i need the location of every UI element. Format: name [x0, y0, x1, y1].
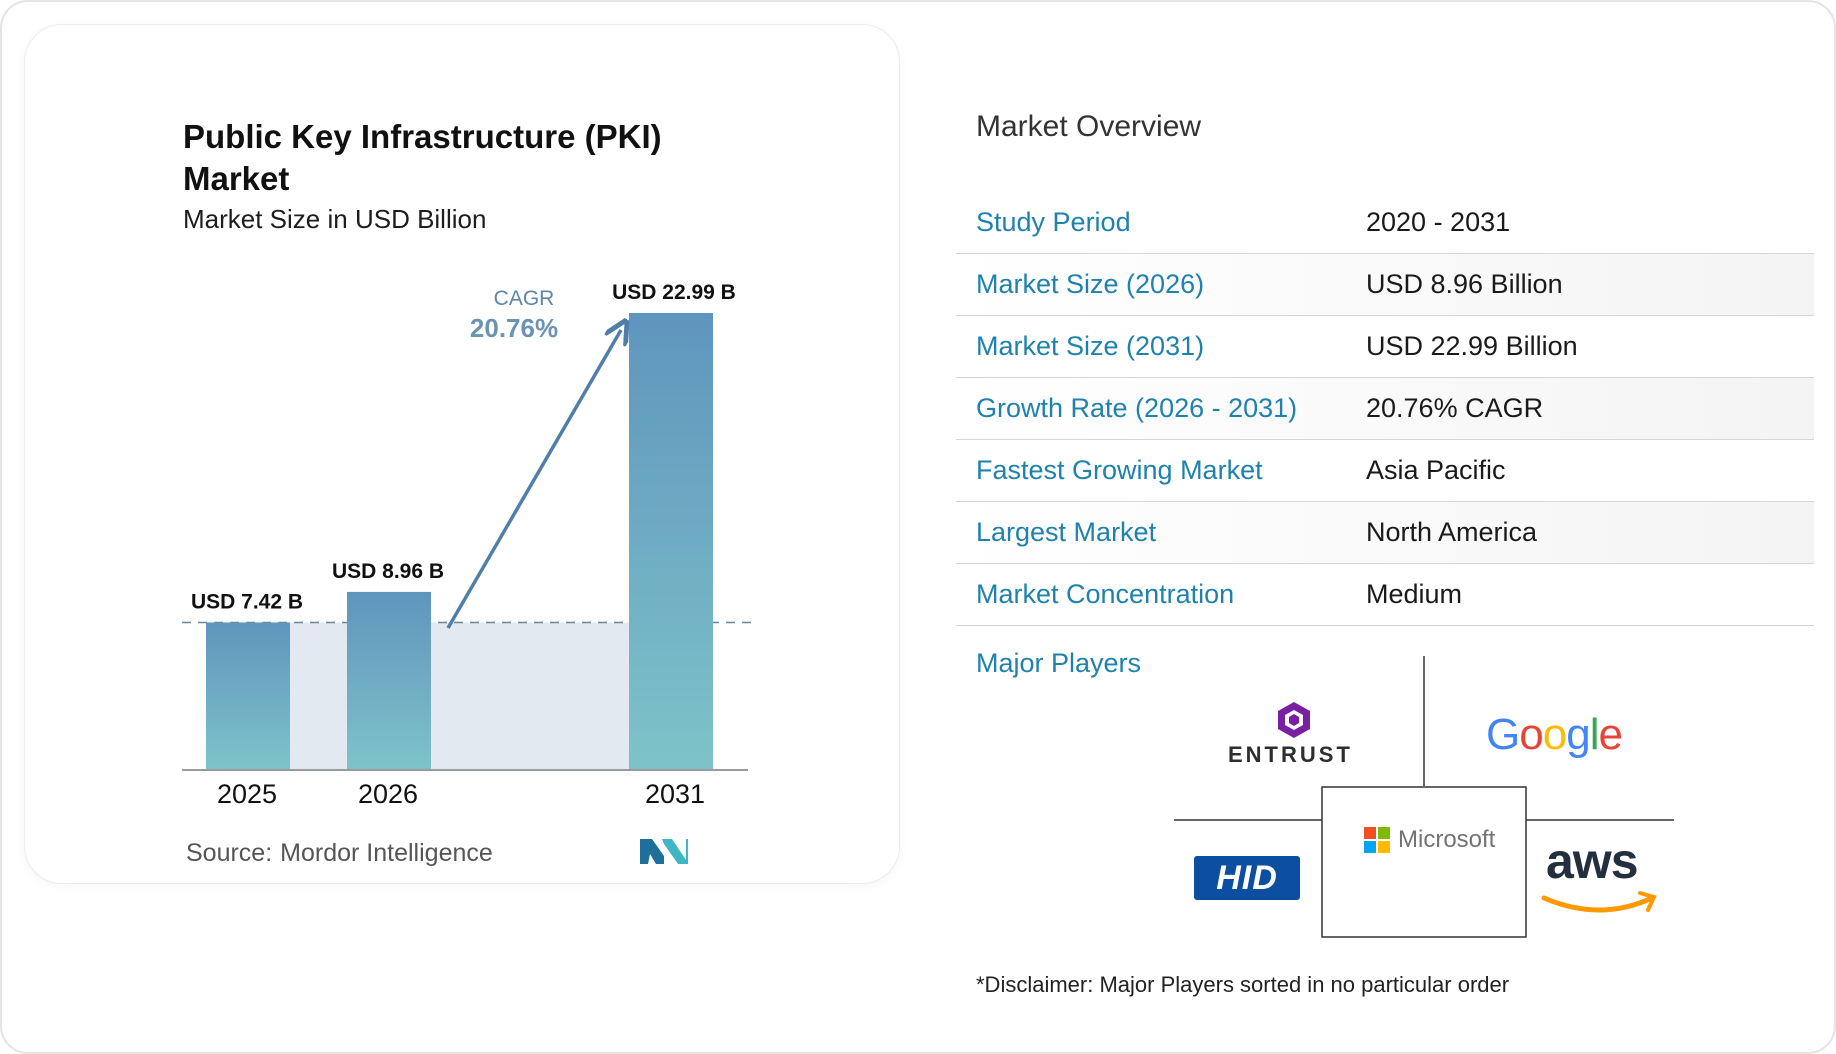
cagr-arrow	[446, 330, 621, 629]
overview-row-label: Market Size (2026)	[976, 269, 1205, 299]
overview-row-value: Medium	[1366, 579, 1463, 609]
disclaimer: *Disclaimer: Major Players sorted in no …	[976, 972, 1510, 997]
overview-row-value: 2020 - 2031	[1366, 207, 1511, 237]
google-logo-letter: g	[1566, 710, 1591, 759]
source-value: Mordor Intelligence	[280, 839, 493, 867]
overview-row: Market Concentration Medium	[956, 564, 1814, 626]
overview-row-label: Market Size (2031)	[976, 331, 1205, 361]
x-tick-2026: 2026	[358, 779, 418, 809]
microsoft-squares-icon	[1364, 827, 1390, 853]
major-players-label: Major Players	[976, 648, 1142, 678]
source-label: Source:	[186, 839, 273, 867]
overview-row-value: USD 22.99 Billion	[1366, 331, 1578, 361]
overview-row: Study Period 2020 - 2031	[956, 192, 1814, 254]
bar-chart: USD 7.42 B 2025 USD 8.96 B 2026 USD 22.99 B 2…	[182, 281, 752, 809]
x-tick-2031: 2031	[645, 779, 705, 809]
source-line: Source: Mordor Intelligence	[186, 839, 493, 868]
overview-row: Market Size (2031) USD 22.99 Billion	[956, 316, 1814, 378]
google-logo-letter: G	[1486, 710, 1520, 759]
overview-row: Growth Rate (2026 - 2031) 20.76% CAGR	[956, 378, 1814, 440]
bar-2026	[347, 591, 431, 770]
hid-logo: HID	[1194, 856, 1300, 900]
mordor-logo-icon	[640, 839, 688, 864]
overview-row-label: Fastest Growing Market	[976, 455, 1263, 485]
overview-table: Study Period 2020 - 2031 Market Size (2026…	[956, 192, 1814, 626]
google-logo: Google	[1486, 710, 1623, 760]
overview-row-label: Largest Market	[976, 517, 1157, 547]
microsoft-logo-text: Microsoft	[1398, 826, 1496, 853]
data-label-2031: USD 22.99 B	[612, 281, 736, 304]
overview-row: Fastest Growing Market Asia Pacific	[956, 440, 1814, 502]
overview-row: Market Size (2026) USD 8.96 Billion	[956, 254, 1814, 316]
data-label-2026: USD 8.96 B	[332, 560, 444, 583]
microsoft-logo: Microsoft	[1364, 826, 1495, 854]
entrust-logo: ENTRUST	[1228, 742, 1353, 767]
google-logo-letter: l	[1589, 710, 1600, 759]
overview-row-value: 20.76% CAGR	[1366, 393, 1544, 423]
overview-row-value: USD 8.96 Billion	[1366, 269, 1563, 299]
overview-row-value: North America	[1366, 517, 1538, 547]
google-logo-letter: o	[1542, 710, 1568, 759]
chart-subtitle: Market Size in USD Billion	[183, 204, 487, 234]
data-label-2025: USD 7.42 B	[191, 591, 303, 614]
cagr-label: CAGR	[494, 287, 555, 310]
cagr-value: 20.76%	[470, 313, 558, 343]
aws-logo: aws	[1546, 833, 1639, 889]
bar-2031	[629, 313, 713, 770]
overview-row-label: Study Period	[976, 207, 1131, 237]
chart-title: Public Key Infrastructure (PKI) Market	[183, 118, 662, 197]
overview-row-label: Market Concentration	[976, 579, 1235, 609]
overview-row-label: Growth Rate (2026 - 2031)	[976, 393, 1298, 423]
bar-2025	[206, 622, 290, 770]
overview-row-value: Asia Pacific	[1366, 455, 1506, 485]
google-logo-letter: e	[1598, 710, 1623, 759]
google-logo-letter: o	[1519, 710, 1544, 759]
overview-title: Market Overview	[976, 110, 1202, 143]
overview-row: Largest Market North America	[956, 502, 1814, 564]
x-tick-2025: 2025	[217, 779, 277, 809]
